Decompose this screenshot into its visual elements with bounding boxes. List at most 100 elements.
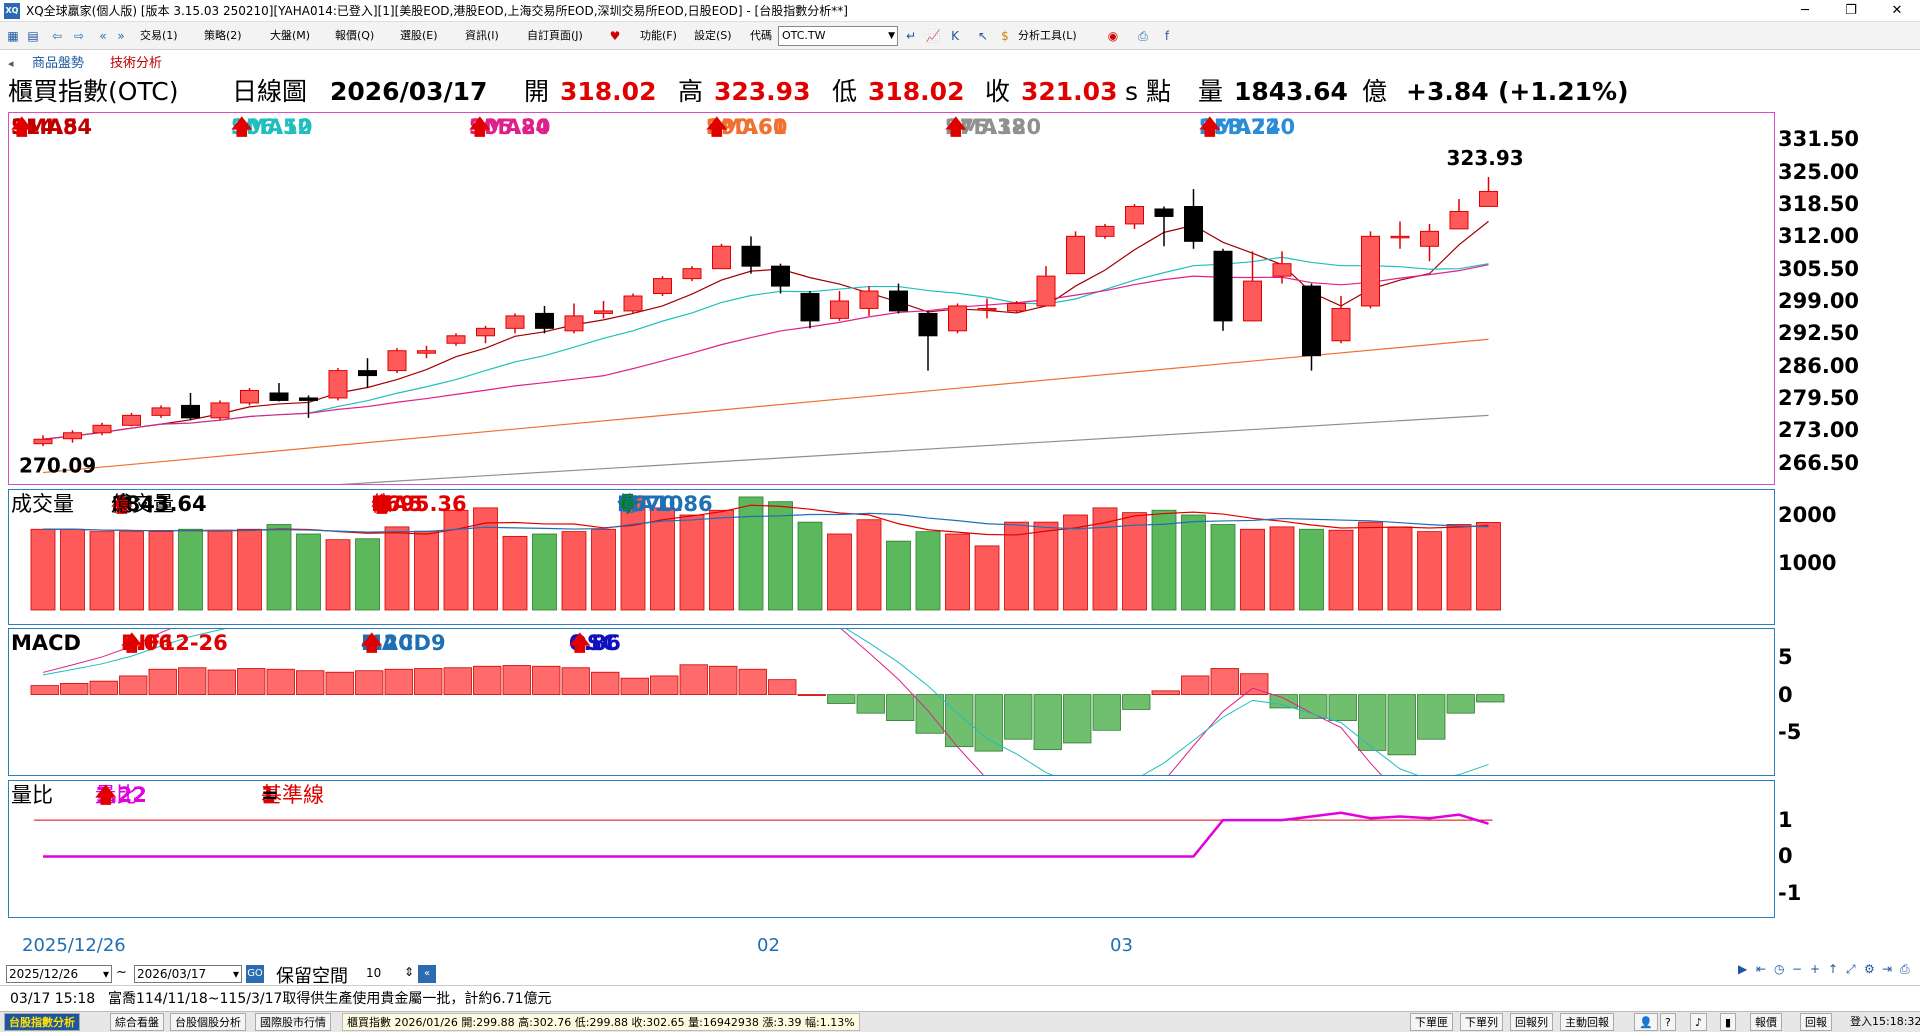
- spin-stepper-icon[interactable]: ⇕: [404, 965, 415, 979]
- task-active-report[interactable]: 主動回報: [1560, 1013, 1614, 1031]
- osc-bar: [296, 670, 325, 695]
- tab-technical-analysis[interactable]: 技術分析: [110, 56, 163, 71]
- menu-custom-page[interactable]: 自訂頁面(J): [527, 29, 583, 42]
- task-order-row[interactable]: 下單列: [1460, 1013, 1503, 1031]
- close-value: 321.03: [1021, 77, 1118, 106]
- menu-trade[interactable]: 交易(1): [140, 29, 178, 42]
- symbol-input[interactable]: OTC.TW ▼: [778, 26, 898, 46]
- candle-body: [918, 312, 938, 337]
- candle-body: [269, 392, 289, 401]
- pan-up-icon[interactable]: ↑: [1828, 962, 1839, 976]
- chevron-down-icon[interactable]: ▼: [888, 31, 895, 41]
- volume-chart: [30, 495, 1501, 611]
- signal-icon[interactable]: ▮: [1720, 1013, 1737, 1031]
- volume-bar: [738, 496, 764, 611]
- plus-icon[interactable]: +: [1810, 962, 1821, 976]
- close-button[interactable]: ✕: [1891, 3, 1903, 18]
- candle-body: [417, 350, 436, 354]
- volume-pane[interactable]: 成交量 成交量 1843.64 🡅 億 MA5 1695.36 🡅 億 MA10 167…: [8, 489, 1775, 625]
- exit-icon[interactable]: ⇥: [1882, 962, 1893, 976]
- candle-body: [328, 370, 348, 399]
- candle-body: [92, 424, 112, 434]
- menu-analysis-tools[interactable]: 分析工具(L): [1018, 29, 1077, 42]
- task-global-markets[interactable]: 國際股市行情: [255, 1013, 331, 1031]
- candle-body: [1420, 230, 1439, 247]
- print-icon[interactable]: ⎙: [1900, 962, 1910, 976]
- menu-screener[interactable]: 選股(E): [400, 29, 438, 42]
- keep-space-input[interactable]: 10: [364, 965, 404, 983]
- chevron-down-icon[interactable]: ▾: [232, 967, 239, 981]
- tab-quote-trend[interactable]: 商品盤勢: [32, 56, 85, 71]
- sound-icon[interactable]: ♪: [1690, 1013, 1708, 1031]
- menu-settings[interactable]: 設定(S): [694, 29, 732, 42]
- ratio-axis-tick: 0: [1778, 844, 1793, 869]
- candle-body: [505, 315, 525, 329]
- macd-pane[interactable]: MACD DIF12-26 5.06 🡅 MACD9 4.20 🡅 OSC 0.86…: [8, 572, 1775, 830]
- menu-strategy[interactable]: 策略(2): [204, 29, 242, 42]
- chevron-down-icon[interactable]: ▾: [102, 967, 109, 981]
- fit-icon[interactable]: ⤢: [1846, 962, 1856, 976]
- forward-arrow-icon[interactable]: ⇨: [73, 29, 85, 43]
- start-date-select[interactable]: 2025/12/26 ▾: [6, 965, 112, 983]
- volume-bar: [384, 526, 410, 611]
- print-icon[interactable]: ⎙: [1138, 29, 1148, 43]
- candle-body: [623, 295, 643, 312]
- record-icon[interactable]: ◉: [1107, 29, 1119, 43]
- cursor-icon[interactable]: ↖: [977, 29, 989, 43]
- layout-icon[interactable]: ▤: [27, 29, 39, 43]
- chart-icon[interactable]: 📈: [925, 29, 941, 43]
- volume-ma10-line: [43, 512, 1489, 533]
- app-icon: XQ: [4, 3, 20, 19]
- double-chevron-right-icon[interactable]: »: [117, 29, 125, 43]
- minus-icon[interactable]: −: [1792, 962, 1803, 976]
- maximize-button[interactable]: ❐: [1845, 3, 1857, 18]
- minimize-button[interactable]: ─: [1801, 3, 1809, 18]
- menu-info[interactable]: 資訊(I): [465, 29, 499, 42]
- candle-body: [859, 290, 879, 309]
- macd-axis-tick: 5: [1778, 645, 1793, 670]
- task-order-box[interactable]: 下單匣: [1410, 1013, 1453, 1031]
- price-axis-tick: 305.50: [1778, 256, 1860, 281]
- osc-bar: [443, 667, 472, 695]
- help-icon[interactable]: ?: [1660, 1013, 1676, 1031]
- menu-quote[interactable]: 報價(Q): [335, 29, 375, 42]
- news-headline[interactable]: 富喬114/11/18~115/3/17取得供生產使用貴金屬一批，計約6.71億…: [108, 991, 552, 1007]
- volume-bar: [296, 533, 321, 611]
- task-report[interactable]: 回報: [1800, 1013, 1832, 1031]
- clock-icon[interactable]: ◷: [1774, 962, 1785, 976]
- back-arrow-icon[interactable]: ⇦: [51, 29, 63, 43]
- double-chevron-left-icon[interactable]: «: [99, 29, 107, 43]
- enter-icon[interactable]: ↵: [905, 29, 917, 43]
- task-overview[interactable]: 綜合看盤: [110, 1013, 164, 1031]
- task-stock-analysis[interactable]: 台股個股分析: [170, 1013, 246, 1031]
- settings-icon[interactable]: ⚙: [1864, 962, 1875, 976]
- scroll-right-icon[interactable]: ▶: [1738, 962, 1748, 976]
- candle-body: [1066, 235, 1085, 275]
- osc-bar: [1151, 690, 1180, 695]
- first-page-icon[interactable]: ⇤: [1756, 962, 1767, 976]
- facebook-icon[interactable]: f: [1164, 29, 1170, 43]
- volume-unit: 億: [1362, 77, 1388, 106]
- task-index-analysis[interactable]: 台股指數分析: [4, 1013, 80, 1031]
- heart-icon[interactable]: ♥: [609, 29, 621, 43]
- range-tilde: ~: [116, 965, 127, 980]
- task-quote[interactable]: 報價: [1750, 1013, 1782, 1031]
- menu-function[interactable]: 功能(F): [640, 29, 677, 42]
- menu-market[interactable]: 大盤(M): [270, 29, 311, 42]
- tab-scroll-icon[interactable]: ◂: [8, 57, 14, 70]
- task-report-row[interactable]: 回報列: [1510, 1013, 1553, 1031]
- go-button[interactable]: GO: [246, 965, 264, 983]
- volume-ratio-pane[interactable]: 量比 量比 1.22 🡅 基準線 1 =: [8, 780, 1775, 918]
- grid-menu-icon[interactable]: ▦: [7, 29, 19, 43]
- candle-body: [1361, 235, 1380, 307]
- price-chart-pane[interactable]: 323.93 270.09 SMA5 314.84 🡅 SMA10 306.52 🡅 …: [8, 112, 1775, 503]
- end-date-select[interactable]: 2026/03/17 ▾: [134, 965, 242, 983]
- osc-bar: [797, 694, 826, 696]
- scroll-left-button[interactable]: «: [418, 965, 436, 983]
- k-chart-icon[interactable]: K: [951, 29, 959, 43]
- person-icon[interactable]: 👤: [1634, 1013, 1658, 1031]
- volume-bar: [1299, 528, 1324, 611]
- volume-bar: [974, 545, 1000, 611]
- dollar-icon[interactable]: $: [1001, 29, 1009, 43]
- price-axis-tick: 325.00: [1778, 159, 1860, 184]
